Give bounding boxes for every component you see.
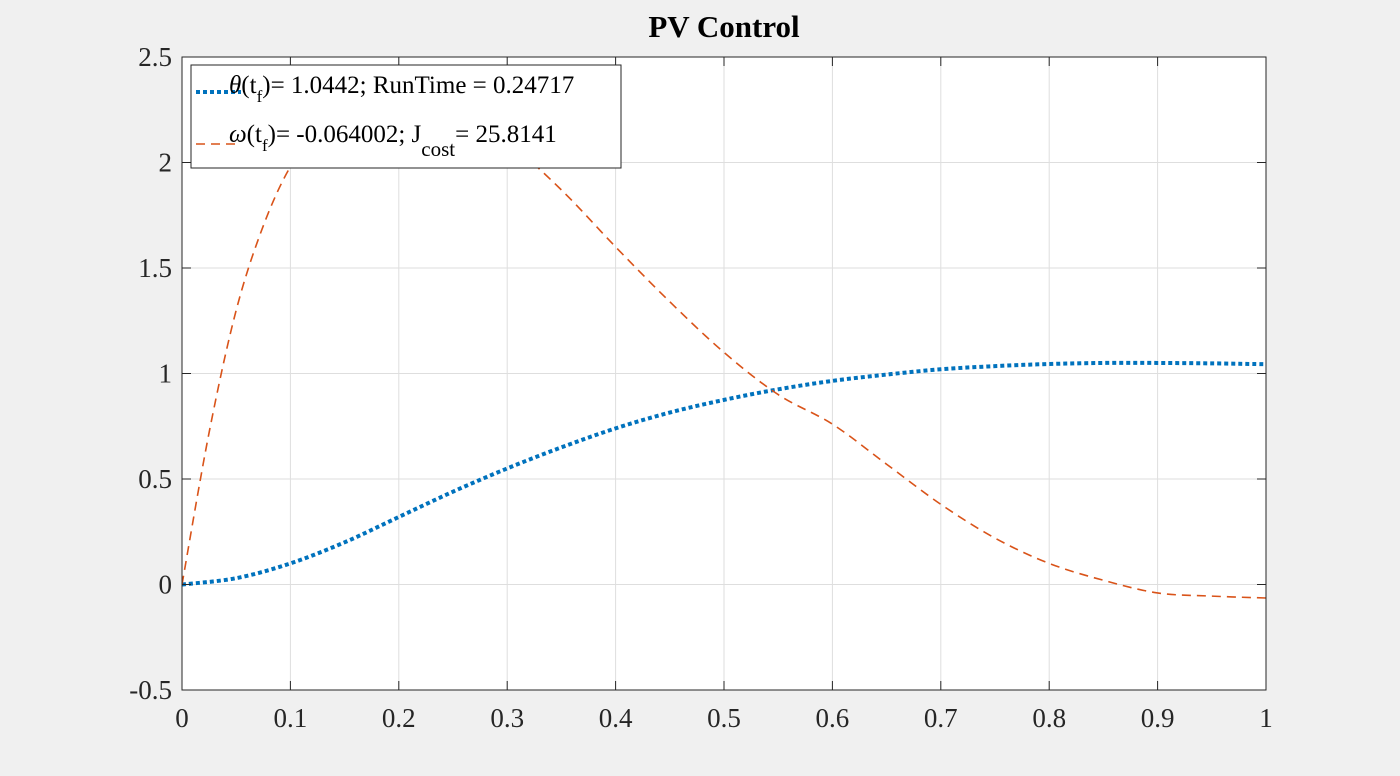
legend: θ(tf)= 1.0442; RunTime = 0.24717 ω(tf)= … (190, 64, 622, 169)
omega-series-line (182, 97, 1266, 599)
x-tick-label: 0.8 (1032, 703, 1066, 733)
legend-omega-sub: f (262, 136, 268, 155)
legend-theta-rest: = 1.0442; RunTime = 0.24717 (271, 72, 575, 99)
x-tick-label: 0.9 (1141, 703, 1175, 733)
y-tick-label: 2.5 (138, 42, 172, 72)
x-tick-labels: 0 0.1 0.2 0.3 0.4 0.5 0.6 0.7 0.8 0.9 1 (175, 703, 1273, 733)
legend-entry-omega: ω(tf)= -0.064002; Jcost= 25.8141 (229, 121, 557, 161)
x-tick-label: 1 (1259, 703, 1273, 733)
legend-theta-symbol: θ (229, 72, 241, 99)
legend-omega-sub2: cost (421, 137, 455, 161)
x-tick-label: 0.7 (924, 703, 958, 733)
chart-title: PV Control (648, 9, 800, 44)
x-tick-label: 0.6 (816, 703, 850, 733)
x-tick-label: 0.4 (599, 703, 633, 733)
legend-omega-close: ) (268, 121, 276, 148)
x-tick-label: 0.2 (382, 703, 416, 733)
ticks (181, 56, 1267, 691)
x-tick-label: 0 (175, 703, 189, 733)
legend-theta-close: ) (262, 72, 270, 99)
legend-omega-open: (t (247, 121, 262, 148)
legend-omega-rest: = -0.064002; J (276, 121, 422, 148)
legend-theta-open: (t (241, 72, 256, 99)
y-tick-label: -0.5 (129, 675, 172, 705)
y-tick-label: 0 (159, 570, 173, 600)
y-tick-label: 1 (159, 359, 173, 389)
legend-omega-symbol: ω (229, 121, 247, 148)
y-tick-labels: -0.5 0 0.5 1 1.5 2 2.5 (129, 42, 172, 705)
theta-series-line (182, 360, 1266, 587)
legend-entry-theta: θ(tf)= 1.0442; RunTime = 0.24717 (229, 72, 574, 106)
x-tick-label: 0.3 (490, 703, 524, 733)
legend-box (190, 64, 622, 169)
y-tick-label: 1.5 (138, 253, 172, 283)
legend-omega-rest2: = 25.8141 (455, 121, 557, 148)
x-tick-label: 0.5 (707, 703, 741, 733)
plot-lines (182, 97, 1266, 599)
legend-theta-sub: f (257, 87, 263, 106)
x-tick-label: 0.1 (274, 703, 308, 733)
y-tick-label: 0.5 (138, 464, 172, 494)
y-tick-label: 2 (159, 148, 173, 178)
